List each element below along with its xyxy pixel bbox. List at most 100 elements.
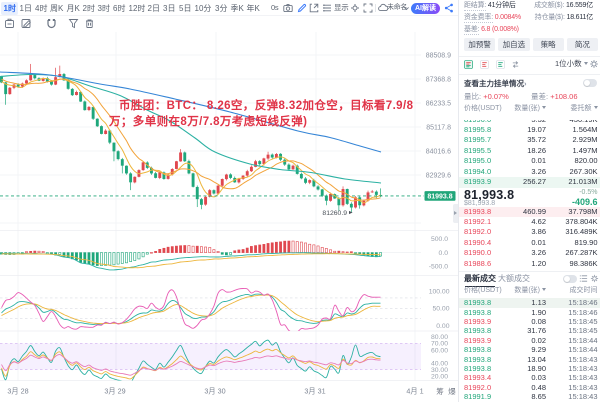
indicator-list-icon[interactable] <box>322 3 332 13</box>
timeframe-10分[interactable]: 10分 <box>194 3 212 13</box>
col-qty[interactable]: 数量(张) <box>514 286 546 295</box>
trade-price: 81993.8 <box>464 307 492 317</box>
macd-axis-label: -500.0 <box>429 264 448 271</box>
bid-row[interactable]: 81990.4 0.01 819.90 <box>459 238 600 248</box>
macd-bar <box>162 247 166 253</box>
ask-row[interactable]: 81993.9 256.27 21.013M <box>459 177 600 188</box>
ask-row[interactable]: 81995.0 0.01 820.00 <box>459 156 600 166</box>
liquidation-button[interactable]: 爆 <box>448 386 456 396</box>
col-price[interactable]: 价格(USDT) <box>464 287 502 294</box>
magnet-icon[interactable] <box>46 18 57 29</box>
panel-button-加预警[interactable]: 加预警 <box>464 38 496 51</box>
trade-row[interactable]: 81993.8 18.90 15:18:43 <box>459 364 600 373</box>
turnover-value: 16.559亿 <box>565 2 593 9</box>
layout-name-label[interactable]: 未命名 <box>387 4 408 11</box>
orderbook-mode-both-icon[interactable] <box>464 59 473 69</box>
order-flag-icon[interactable] <box>4 18 15 29</box>
trade-qty: 0.08 <box>531 317 546 327</box>
bid-row[interactable]: 81988.4 0.12 9.839K <box>459 269 600 271</box>
main-orders-link[interactable]: 查看主力挂单情况› <box>464 79 527 88</box>
bid-row[interactable]: 81988.6 1.20 98.386K <box>459 259 600 269</box>
timeframe-月K[interactable]: 月K <box>66 3 80 13</box>
bid-row[interactable]: 81992.1 4.62 378.804K <box>459 217 600 227</box>
trade-row[interactable]: 81993.9 0.02 15:18:44 <box>459 336 600 345</box>
edit-note-icon[interactable] <box>21 18 32 29</box>
timeframe-2时[interactable]: 2时 <box>82 3 95 13</box>
col-amount[interactable]: 委托额 <box>571 104 598 113</box>
candle-body <box>66 80 70 89</box>
trades-settings-icon[interactable] <box>590 274 599 283</box>
candle-body <box>245 171 249 176</box>
bid-qty: 460.99 <box>523 206 546 216</box>
display-menu[interactable]: 显示 <box>334 3 349 12</box>
share-icon[interactable] <box>444 3 454 13</box>
panel-button-简况[interactable]: 简况 <box>566 38 598 51</box>
ask-row[interactable]: 81995.7 35.72 2.929M <box>459 135 600 145</box>
panel-button-加自选[interactable]: 加自选 <box>498 38 530 51</box>
timeframe-3时[interactable]: 3时 <box>97 3 110 13</box>
draw-pencil-icon[interactable] <box>297 3 307 13</box>
main-orders-label: 查看主力挂单情况 <box>464 79 524 88</box>
bid-row[interactable]: 81993.8 460.99 37.798M <box>459 206 600 217</box>
orderbook-mode-asks-icon[interactable] <box>496 59 505 69</box>
main-orders-toggle[interactable] <box>583 79 597 87</box>
trash-icon[interactable] <box>84 18 95 29</box>
trade-row[interactable]: 81993.8 1.13 15:18:46 <box>459 298 600 308</box>
ask-row[interactable]: 81995.5 18.26 1.497M <box>459 146 600 156</box>
bid-row[interactable]: 81990.0 3.26 267.287K <box>459 248 600 258</box>
interval-reset-label[interactable]: 0s <box>271 3 279 12</box>
ai-analysis-button[interactable]: AI解读 <box>411 2 440 14</box>
orderbook-settings-icon[interactable] <box>589 59 599 69</box>
ask-row[interactable]: 81994.0 3.26 267.30K <box>459 167 600 177</box>
ask-row[interactable]: 81996.0 5.32 436.19K <box>459 120 600 125</box>
last-price-block[interactable]: 81,993.8 $81,993.8 -0.5% -409.6 <box>459 188 600 208</box>
panel-collapse-handle[interactable] <box>453 204 458 223</box>
bid-row[interactable]: 81992.0 3.86 316.489K <box>459 227 600 237</box>
chip-distribution-button[interactable]: 筹 <box>436 386 444 396</box>
settings-gear-icon[interactable] <box>350 3 360 13</box>
fullscreen-icon[interactable] <box>363 3 373 13</box>
candlestick-chart[interactable]: 81993.8 81260.9 88508.9 87368.8 86233.5 85117… <box>0 0 458 402</box>
candle-body <box>199 199 203 205</box>
timeframe-5日[interactable]: 5日 <box>179 3 192 13</box>
timeframe-年K[interactable]: 年K <box>246 3 260 13</box>
bid-amount: 37.798M <box>568 206 598 216</box>
macd-bar <box>33 250 37 253</box>
panel-button-策略[interactable]: 策略 <box>532 38 564 51</box>
trade-row[interactable]: 81992.0 0.48 15:18:43 <box>459 383 600 392</box>
bid-price: 81993.8 <box>464 206 492 216</box>
decimal-precision-select[interactable]: 1位小数 <box>555 59 588 69</box>
ask-row[interactable]: 81995.8 19.07 1.564M <box>459 125 600 135</box>
trades-toggle[interactable] <box>563 275 577 283</box>
trade-row[interactable]: 81993.8 13.04 15:18:43 <box>459 355 600 364</box>
orderbook-flip-icon[interactable] <box>511 60 520 69</box>
trade-row[interactable]: 81993.8 31.76 15:18:45 <box>459 326 600 335</box>
timeframe-4时[interactable]: 4时 <box>35 3 48 13</box>
filter-funnel-icon[interactable] <box>68 18 79 29</box>
cloud-save-icon[interactable] <box>378 3 388 13</box>
timeframe-3日[interactable]: 3日 <box>163 3 176 13</box>
timeframe-季K[interactable]: 季K <box>230 3 244 13</box>
camera-icon[interactable] <box>283 3 293 13</box>
trade-row[interactable]: 81993.9 0.08 15:18:45 <box>459 317 600 326</box>
timeframe-3分[interactable]: 3分 <box>215 3 228 13</box>
tab-latest-trades[interactable]: 最新成交 <box>464 273 496 287</box>
timeframe-12时[interactable]: 12时 <box>128 3 146 13</box>
timeframe-1时[interactable]: 1时 <box>1 1 19 15</box>
col-qty[interactable]: 数量(张) <box>514 104 546 113</box>
timeframe-周K[interactable]: 周K <box>50 3 64 13</box>
screenshot-icon[interactable] <box>309 3 319 13</box>
trade-row[interactable]: 81993.8 1.90 15:18:46 <box>459 308 600 317</box>
col-time[interactable]: 成交时间 <box>569 287 598 294</box>
trades-list-icon[interactable] <box>579 274 588 283</box>
trade-row[interactable]: 81993.4 0.03 15:18:43 <box>459 373 600 382</box>
timeframe-1日[interactable]: 1日 <box>19 3 32 13</box>
tab-large-trades[interactable]: 大额成交 <box>498 273 530 283</box>
basis-label: 基差: <box>464 26 480 35</box>
orderbook-mode-bids-icon[interactable] <box>480 59 489 69</box>
col-price[interactable]: 价格(USDT) <box>464 105 502 112</box>
trade-row[interactable]: 81991.9 8.65 15:18:43 <box>459 392 600 401</box>
trade-row[interactable]: 81993.8 9.29 15:18:44 <box>459 345 600 354</box>
timeframe-2日[interactable]: 2日 <box>147 3 160 13</box>
timeframe-6时[interactable]: 6时 <box>113 3 126 13</box>
